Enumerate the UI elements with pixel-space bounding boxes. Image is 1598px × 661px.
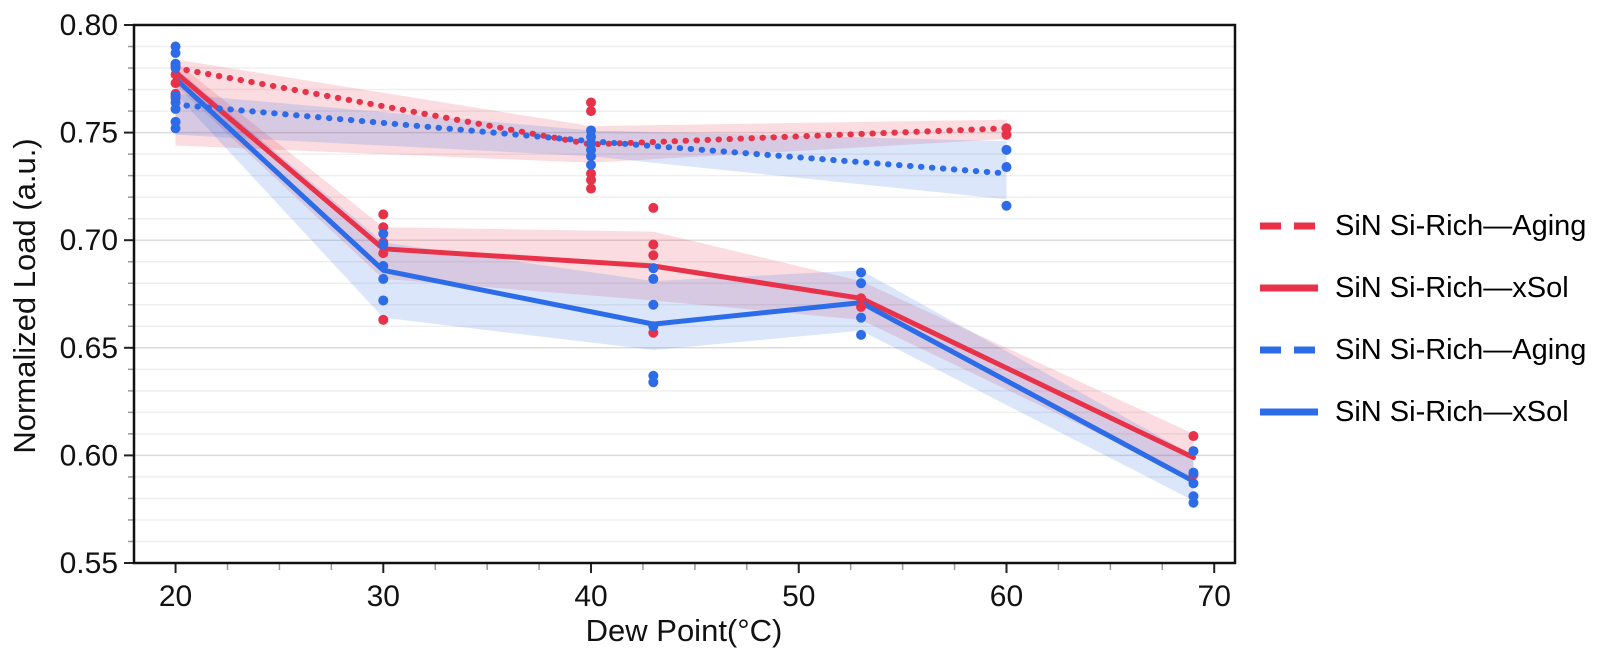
svg-text:0.65: 0.65 (60, 332, 118, 365)
legend-swatch-red-dashed-line (1260, 222, 1318, 230)
svg-text:70: 70 (1198, 580, 1231, 613)
svg-text:60: 60 (990, 580, 1023, 613)
legend-swatch-red-solid-line (1260, 284, 1318, 292)
legend-item-blue-aging[interactable]: SiN Si-Rich—Aging (1258, 333, 1587, 366)
svg-text:0.80: 0.80 (60, 9, 118, 42)
svg-text:30: 30 (367, 580, 400, 613)
svg-text:50: 50 (782, 580, 815, 613)
legend-label: SiN Si-Rich—xSol (1335, 395, 1569, 428)
legend-item-red-aging[interactable]: SiN Si-Rich—Aging (1258, 209, 1587, 242)
svg-text:0.60: 0.60 (60, 439, 118, 472)
legend-item-blue-xsol[interactable]: SiN Si-Rich—xSol (1258, 395, 1586, 428)
svg-text:0.55: 0.55 (60, 547, 118, 580)
legend: SiN Si-Rich—Aging SiN Si-Rich—xSol SiN S… (1258, 209, 1587, 428)
svg-text:40: 40 (574, 580, 607, 613)
legend-swatch-blue-dashed-line (1260, 346, 1318, 354)
legend-swatch-blue-solid-line (1260, 408, 1318, 416)
svg-text:0.70: 0.70 (60, 224, 118, 257)
legend-label: SiN Si-Rich—Aging (1335, 333, 1587, 366)
legend-label: SiN Si-Rich—xSol (1335, 271, 1569, 304)
x-axis-title: Dew Point(°C) (585, 613, 783, 648)
legend-item-red-xsol[interactable]: SiN Si-Rich—xSol (1258, 271, 1586, 304)
svg-text:20: 20 (159, 580, 192, 613)
y-axis-title: Normalized Load (a.u.) (7, 138, 42, 454)
legend-label: SiN Si-Rich—Aging (1335, 209, 1587, 242)
svg-text:0.75: 0.75 (60, 117, 118, 150)
